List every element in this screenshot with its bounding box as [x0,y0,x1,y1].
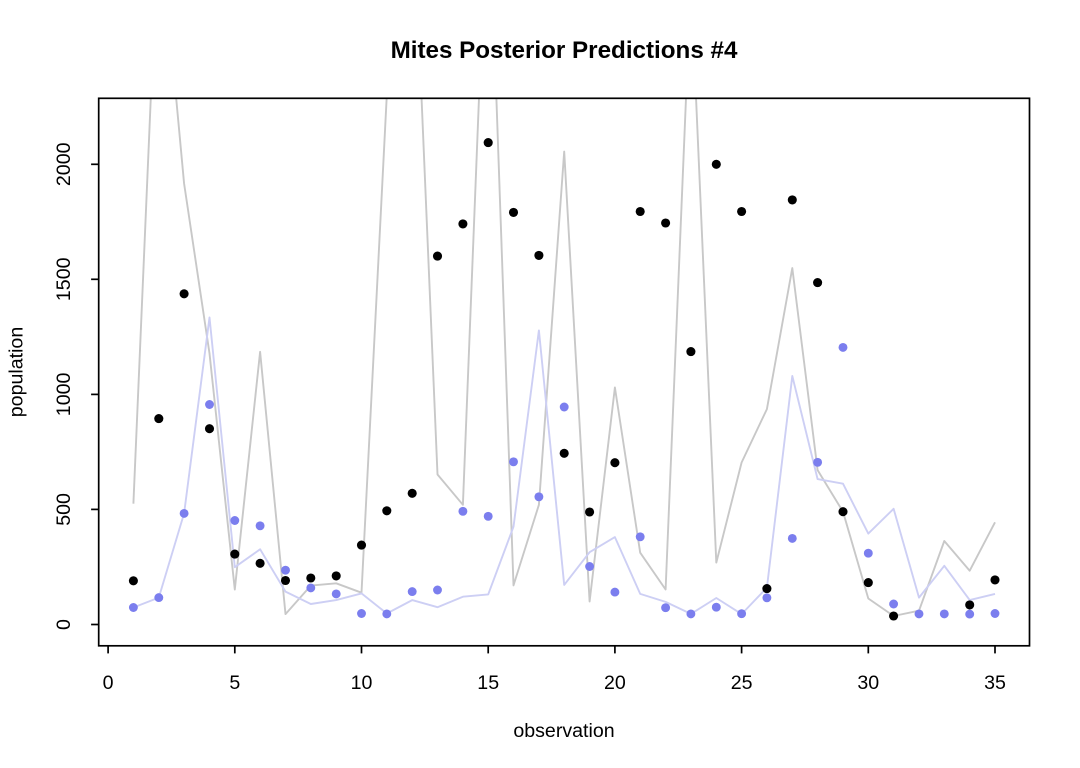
svg-text:2000: 2000 [53,142,75,186]
svg-text:25: 25 [731,672,753,694]
svg-text:30: 30 [857,672,879,694]
svg-text:0: 0 [103,672,114,694]
svg-text:0: 0 [53,619,75,630]
svg-text:1000: 1000 [53,373,75,417]
svg-text:5: 5 [229,672,240,694]
svg-text:1500: 1500 [53,257,75,301]
svg-text:observation: observation [513,720,614,742]
svg-text:500: 500 [53,493,75,526]
svg-text:15: 15 [477,672,499,694]
svg-text:10: 10 [351,672,373,694]
svg-text:35: 35 [984,672,1006,694]
svg-text:population: population [6,327,28,417]
svg-text:Mites Posterior Predictions #4: Mites Posterior Predictions #4 [391,37,738,64]
svg-text:20: 20 [604,672,626,694]
